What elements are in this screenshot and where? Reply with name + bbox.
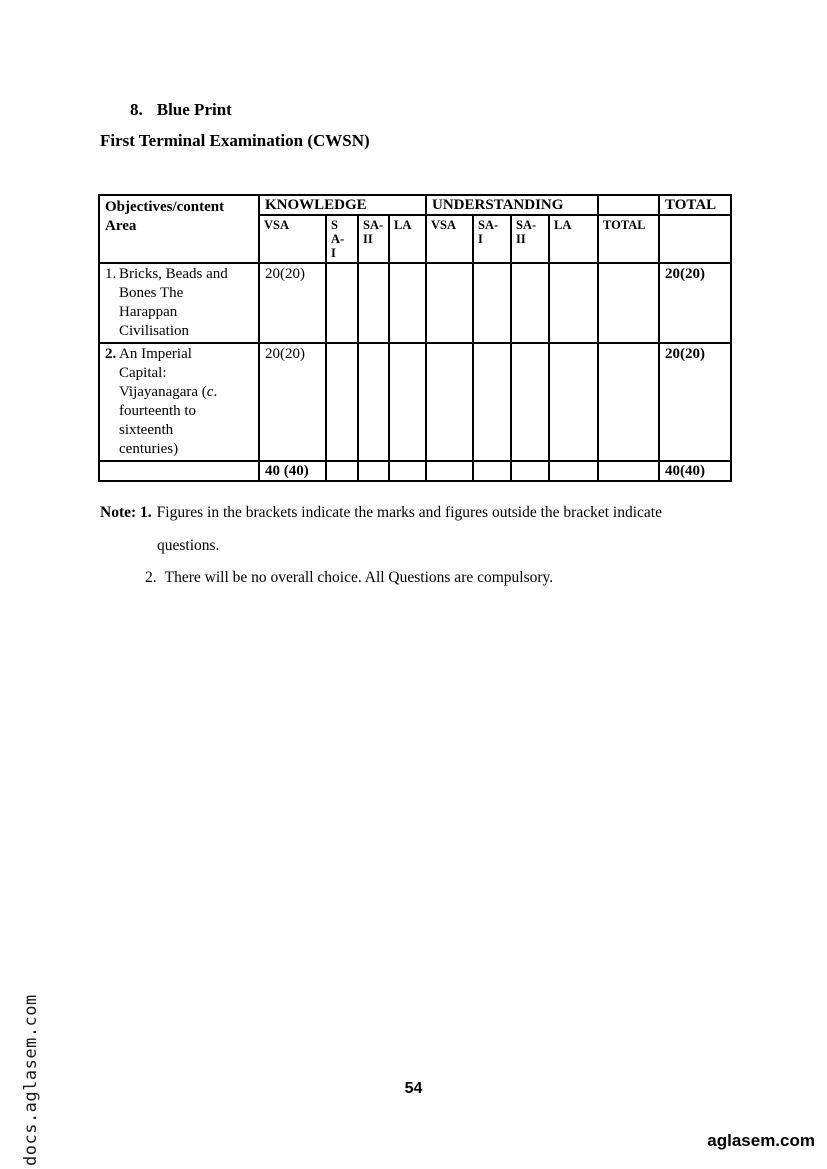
empty-cell xyxy=(357,342,390,462)
topic-number: 2. xyxy=(105,346,117,362)
topic-text: An Imperial Capital: Vijayanagara (c. fo… xyxy=(119,346,218,457)
table-row-totals: 40 (40) 40(40) xyxy=(98,460,733,482)
empty-header-cell xyxy=(597,194,661,216)
empty-cell xyxy=(510,342,550,462)
brand-watermark-text: aglasem.com xyxy=(707,1131,815,1150)
header-knowledge: KNOWLEDGE xyxy=(258,194,427,216)
cell-knowledge-vsa-1: 20(20) xyxy=(258,262,327,344)
empty-cell xyxy=(325,460,359,482)
subheader-understanding-la: LA xyxy=(547,214,600,264)
empty-cell xyxy=(388,460,427,482)
empty-cell xyxy=(425,342,474,462)
header-objectives-content-area: Objectives/content Area xyxy=(98,194,260,264)
section-number: 8. xyxy=(130,100,143,119)
note-line-2: questions. xyxy=(157,537,220,554)
note-2-text: There will be no overall choice. All Que… xyxy=(164,569,554,586)
empty-cell xyxy=(98,460,260,482)
section-heading: 8. Blue Print xyxy=(130,100,232,120)
topic-number: 1. xyxy=(105,266,117,282)
empty-cell xyxy=(597,460,661,482)
subheader-knowledge-sa1: S A- I xyxy=(325,214,359,264)
header-understanding: UNDERSTANDING xyxy=(424,194,600,216)
subheader-knowledge-vsa: VSA xyxy=(258,214,327,264)
side-watermark-text: docs.aglasem.com xyxy=(21,994,41,1166)
empty-subheader-cell xyxy=(658,214,733,264)
section-title: Blue Print xyxy=(156,100,232,119)
topic-cell-1: 1. Bricks, Beads and Bones The Harappan … xyxy=(98,262,260,344)
subheader-understanding-sa1: SA- I xyxy=(472,214,512,264)
cell-totals-knowledge-vsa: 40 (40) xyxy=(258,460,327,482)
empty-cell xyxy=(472,262,512,344)
note-line-1: Note: 1. Figures in the brackets indicate… xyxy=(100,503,662,522)
empty-cell xyxy=(472,460,512,482)
topic-text: Bricks, Beads and Bones The Harappan Civ… xyxy=(119,266,228,339)
cell-knowledge-vsa-2: 20(20) xyxy=(258,342,327,462)
empty-cell xyxy=(472,342,512,462)
cell-total-1: 20(20) xyxy=(658,262,733,344)
empty-cell xyxy=(425,262,474,344)
cell-totals-grand: 40(40) xyxy=(658,460,733,482)
cell-total-2: 20(20) xyxy=(658,342,733,462)
empty-cell xyxy=(388,262,427,344)
empty-cell xyxy=(547,342,600,462)
empty-cell xyxy=(597,342,661,462)
empty-cell xyxy=(357,460,390,482)
subheader-total: TOTAL xyxy=(597,214,661,264)
empty-cell xyxy=(597,262,661,344)
subheader-knowledge-la: LA xyxy=(388,214,427,264)
blueprint-table: Objectives/content Area KNOWLEDGE UNDERS… xyxy=(98,194,733,482)
subheader-understanding-vsa: VSA xyxy=(425,214,474,264)
empty-cell xyxy=(425,460,474,482)
empty-cell xyxy=(325,342,359,462)
header-row-groups: Objectives/content Area KNOWLEDGE UNDERS… xyxy=(98,194,733,264)
note-line-3: 2. There will be no overall choice. All Q… xyxy=(145,568,553,587)
header-row-subcolumns: VSA S A- I SA- II LA VSA SA- I SA- II LA… xyxy=(99,214,733,264)
note-1-text: Figures in the brackets indicate the mar… xyxy=(156,504,662,521)
empty-cell xyxy=(510,460,550,482)
table-row-topic-1: 1. Bricks, Beads and Bones The Harappan … xyxy=(98,262,733,344)
subheader-understanding-sa2: SA- II xyxy=(510,214,550,264)
empty-cell xyxy=(547,460,600,482)
table-row-topic-2: 2. An Imperial Capital: Vijayanagara (c.… xyxy=(98,342,733,462)
empty-cell xyxy=(547,262,600,344)
empty-cell xyxy=(357,262,390,344)
page-number: 54 xyxy=(404,1080,423,1097)
empty-cell xyxy=(325,262,359,344)
note-label: Note: 1. xyxy=(100,504,152,521)
exam-title: First Terminal Examination (CWSN) xyxy=(100,131,370,150)
topic-cell-2: 2. An Imperial Capital: Vijayanagara (c.… xyxy=(98,342,260,462)
empty-cell xyxy=(510,262,550,344)
subheader-knowledge-sa2: SA- II xyxy=(357,214,390,264)
header-grand-total: TOTAL xyxy=(658,194,733,216)
note-2-number: 2. xyxy=(145,569,157,586)
empty-cell xyxy=(388,342,427,462)
